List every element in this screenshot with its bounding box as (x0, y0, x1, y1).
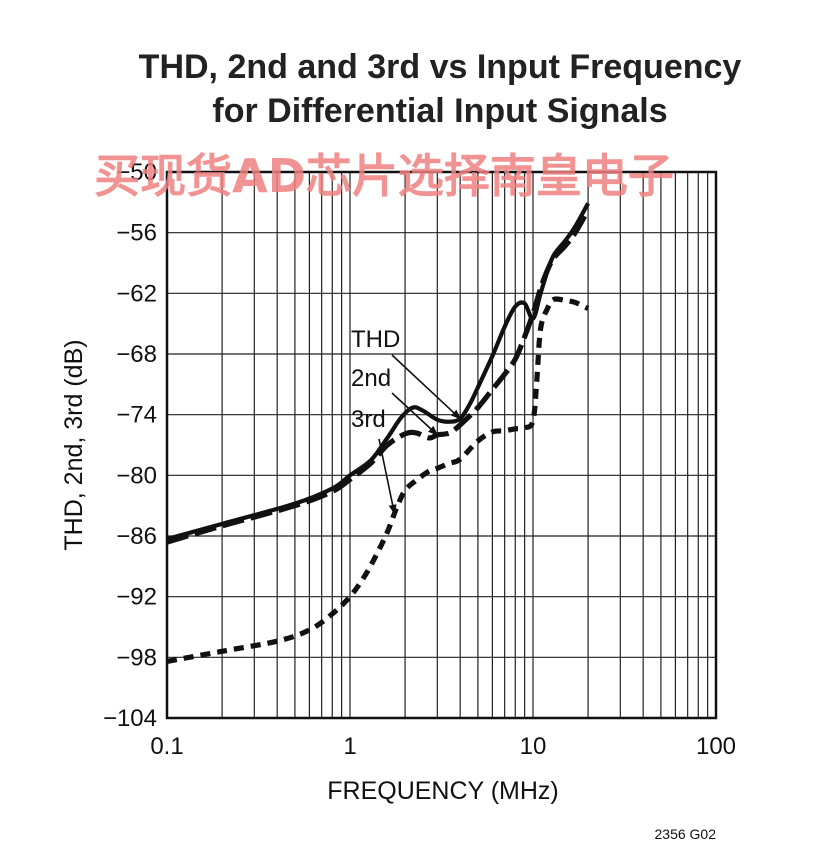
y-tick-label: −68 (116, 341, 157, 368)
y-tick-label: −98 (116, 644, 157, 671)
chart-subtitle: for Differential Input Signals (212, 92, 667, 130)
annotation-arrow-3rd (378, 438, 397, 515)
x-axis-title: FREQUENCY (MHz) (327, 777, 558, 805)
x-tick-label: 10 (520, 733, 547, 760)
annotation-label-thd: THD (351, 326, 400, 353)
watermark-text: 买现货AD芯片选择南皇电子 (94, 149, 674, 203)
x-tick-label: 100 (696, 733, 736, 760)
annotation-label-2nd: 2nd (351, 365, 391, 392)
series-line-2nd (166, 209, 591, 545)
series-line-3rd (166, 296, 590, 664)
x-tick-label: 0.1 (150, 733, 183, 760)
figure-code: 2356 G02 (655, 826, 717, 842)
annotation-label-3rd: 3rd (351, 406, 386, 433)
y-tick-label: −56 (116, 220, 157, 247)
chart-title: THD, 2nd and 3rd vs Input Frequency (139, 48, 742, 86)
x-tick-labels: 0.1 1 10 100 (150, 733, 736, 760)
grid (167, 172, 716, 718)
y-tick-label: −86 (116, 523, 157, 550)
y-tick-labels: −50 −56 −62 −68 −74 −80 −86 −92 −98 −104 (103, 159, 157, 732)
y-tick-label: −62 (116, 280, 157, 307)
y-tick-label: −80 (116, 462, 157, 489)
x-tick-label: 1 (343, 733, 356, 760)
series-lines (166, 202, 591, 664)
y-tick-label: −74 (116, 402, 157, 429)
y-tick-label: −50 (116, 159, 157, 186)
y-tick-label: −104 (103, 705, 157, 732)
y-axis-title: THD, 2nd, 3rd (dB) (60, 339, 88, 550)
annotations: THD 2nd 3rd (351, 326, 461, 515)
annotation-arrow-2nd (391, 392, 439, 436)
y-tick-label: −92 (116, 584, 157, 611)
annotation-arrow-thd (391, 354, 461, 420)
plot-frame (165, 170, 718, 720)
